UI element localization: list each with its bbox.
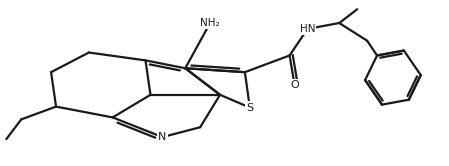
Text: HN: HN — [300, 24, 315, 34]
Text: S: S — [247, 103, 253, 113]
Text: N: N — [158, 132, 167, 142]
Text: NH₂: NH₂ — [200, 18, 220, 28]
Text: O: O — [290, 80, 299, 90]
